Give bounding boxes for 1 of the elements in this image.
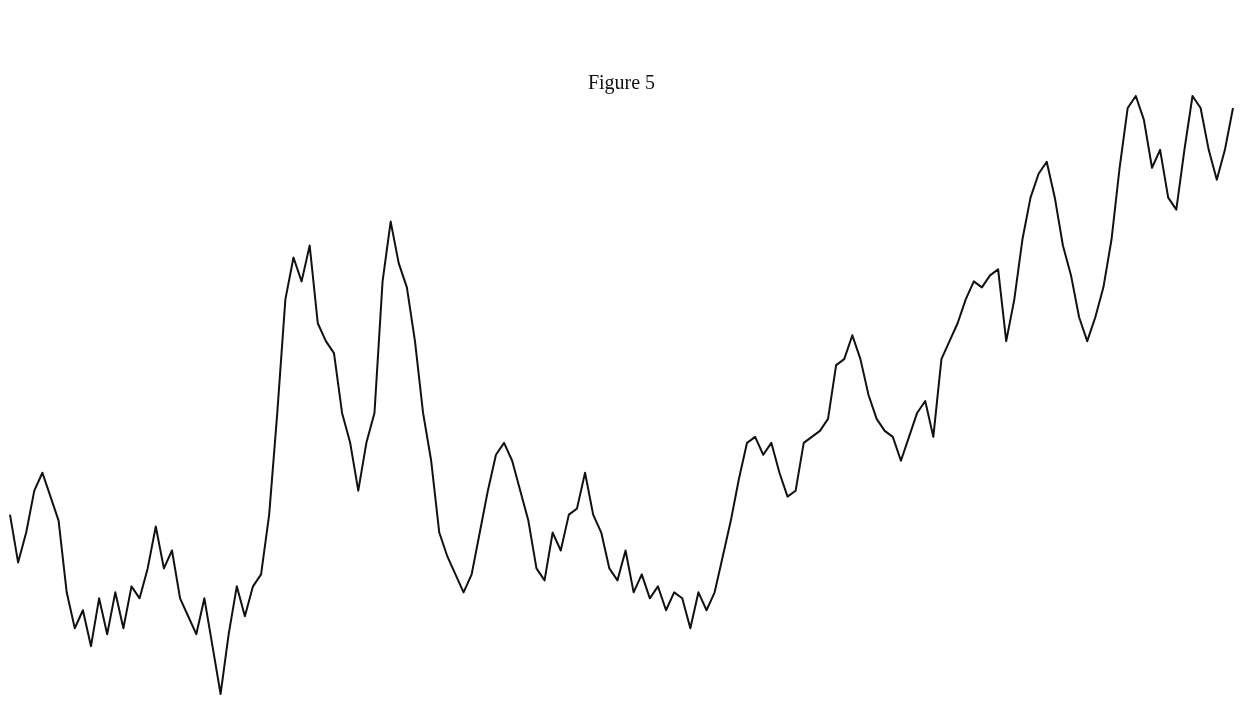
chart-title: Figure 5 <box>587 71 656 95</box>
